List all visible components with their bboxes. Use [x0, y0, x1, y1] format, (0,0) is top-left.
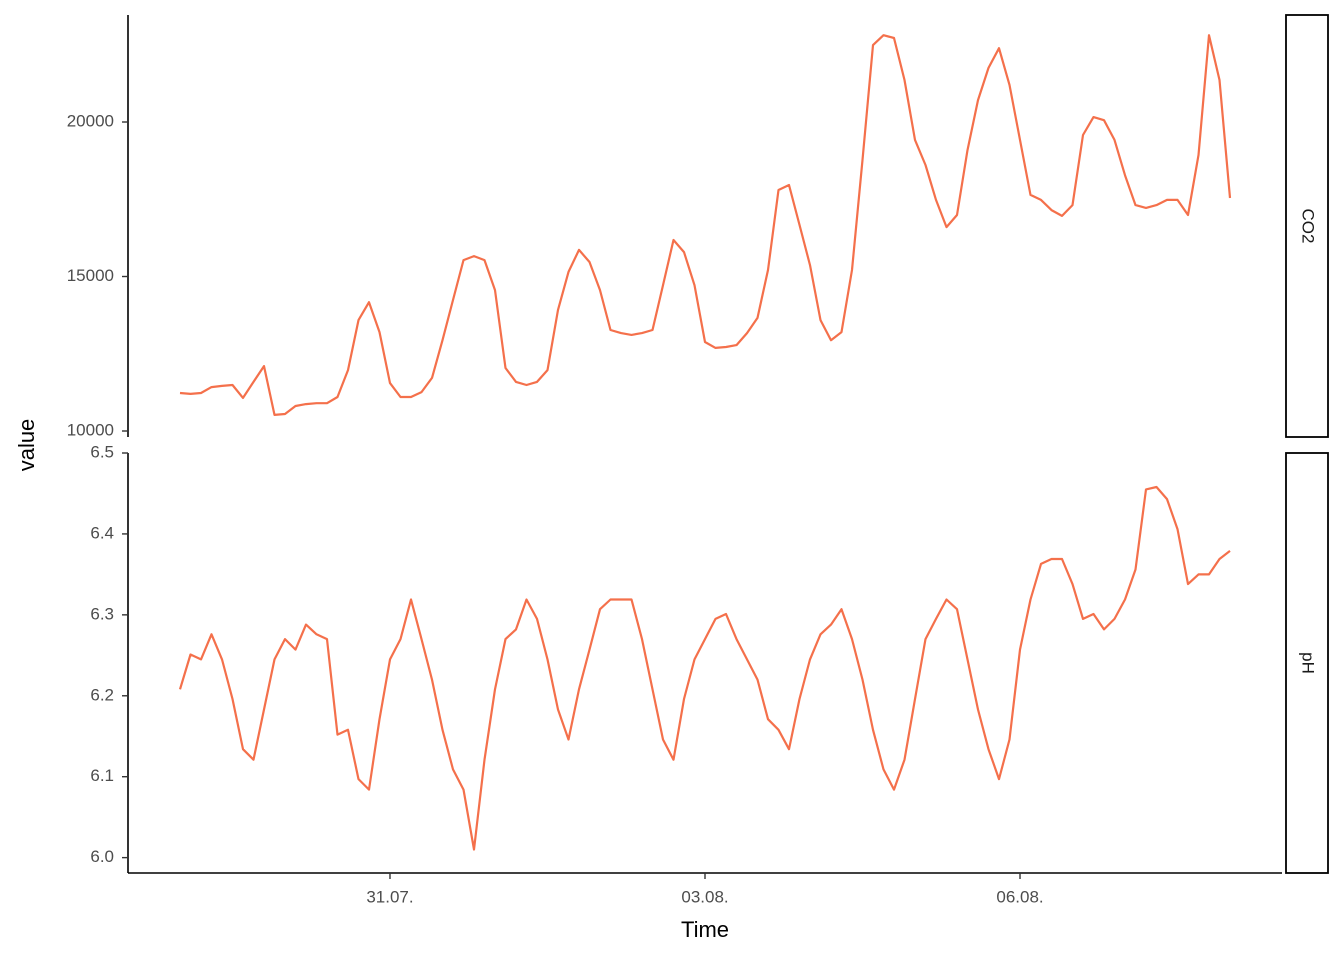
data-line: [179, 34, 1232, 416]
data-line: [178, 485, 1231, 851]
x-axis-title: Time: [681, 917, 729, 942]
y-tick-label: 6.2: [90, 685, 114, 704]
y-tick-label: 15000: [67, 266, 114, 285]
y-tick-label: 6.1: [90, 766, 114, 785]
y-tick-label: 6.0: [90, 847, 114, 866]
y-tick-label: 10000: [67, 420, 114, 439]
x-tick-label: 03.08.: [681, 887, 728, 906]
strip-label: CO2: [1299, 209, 1318, 244]
y-tick-label: 6.4: [90, 523, 114, 542]
y-tick-label: 20000: [67, 111, 114, 130]
x-tick-label: 31.07.: [366, 887, 413, 906]
strip-box: [1285, 14, 1329, 438]
y-tick-label: 6.5: [90, 442, 114, 461]
x-tick-label: 06.08.: [996, 887, 1043, 906]
y-axis-title: value: [14, 419, 39, 472]
strip-label: pH: [1299, 652, 1318, 674]
y-tick-label: 6.3: [90, 604, 114, 623]
strip-box: [1285, 452, 1329, 874]
